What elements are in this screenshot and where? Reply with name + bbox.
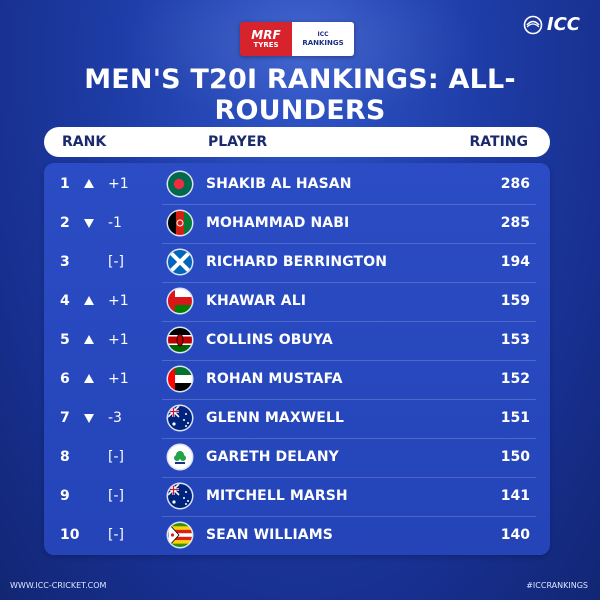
rating-value: 194 xyxy=(500,254,530,270)
table-row: 2 -1 MOHAMMAD NABI 285 xyxy=(44,204,550,243)
row-divider xyxy=(162,360,536,361)
table-row: 1 +1 SHAKIB AL HASAN 286 xyxy=(44,165,550,204)
rank-change: -1 xyxy=(108,215,122,231)
australia-flag-icon xyxy=(168,484,192,508)
rank-change: +1 xyxy=(108,332,129,348)
row-divider xyxy=(162,282,536,283)
rank-value: 7 xyxy=(60,410,70,426)
rank-change: [-] xyxy=(108,488,124,504)
page-title: MEN'S T20I RANKINGS: ALL-ROUNDERS xyxy=(84,64,516,126)
player-name: SHAKIB AL HASAN xyxy=(206,176,352,192)
rank-value: 5 xyxy=(60,332,70,348)
rating-value: 151 xyxy=(500,410,530,426)
rating-value: 285 xyxy=(500,215,530,231)
player-name: MITCHELL MARSH xyxy=(206,488,348,504)
website-url: WWW.ICC-CRICKET.COM xyxy=(10,581,107,590)
icc-rankings-badge: ICC RANKINGS xyxy=(292,22,354,56)
rank-value: 8 xyxy=(60,449,70,465)
row-divider xyxy=(162,438,536,439)
kenya-flag-icon xyxy=(168,328,192,352)
row-divider xyxy=(162,477,536,478)
uae-flag-icon xyxy=(168,367,192,391)
player-name: SEAN WILLIAMS xyxy=(206,527,333,543)
hashtag: #ICCRANKINGS xyxy=(526,581,588,590)
background-player-image xyxy=(120,0,480,120)
table-row: 9 [-] MITCHELL MARSH 141 xyxy=(44,477,550,516)
rank-change: -3 xyxy=(108,410,122,426)
row-divider xyxy=(162,399,536,400)
rating-value: 141 xyxy=(500,488,530,504)
rating-value: 153 xyxy=(500,332,530,348)
player-name: COLLINS OBUYA xyxy=(206,332,333,348)
mrf-tyres-logo: MRF TYRES xyxy=(240,22,292,56)
sponsor-icc-text: ICC xyxy=(317,30,329,38)
rank-value: 10 xyxy=(60,527,80,543)
rankings-table: 1 +1 SHAKIB AL HASAN 286 2 -1 MOHAMMAD NABI 285… xyxy=(44,163,550,555)
rating-value: 150 xyxy=(500,449,530,465)
header-player: PLAYER xyxy=(208,134,268,150)
table-header: RANK PLAYER RATING xyxy=(44,127,550,157)
rank-value: 2 xyxy=(60,215,70,231)
rank-change: [-] xyxy=(108,527,124,543)
bangladesh-flag-icon xyxy=(168,172,192,196)
sponsor-rankings-text: RANKINGS xyxy=(302,38,344,47)
sponsor-mrf-text: MRF xyxy=(251,28,281,42)
icc-swirl-icon xyxy=(523,15,543,34)
sponsor-logo: MRF TYRES ICC RANKINGS xyxy=(240,22,354,56)
row-divider xyxy=(162,321,536,322)
rank-change: [-] xyxy=(108,254,124,270)
table-row: 4 +1 KHAWAR ALI 159 xyxy=(44,282,550,321)
australia-flag-icon xyxy=(168,406,192,430)
rank-value: 1 xyxy=(60,176,70,192)
row-divider xyxy=(162,516,536,517)
table-row: 3 [-] RICHARD BERRINGTON 194 xyxy=(44,243,550,282)
arrow-up-icon xyxy=(84,179,94,188)
arrow-down-icon xyxy=(84,414,94,423)
afghanistan-flag-icon xyxy=(168,211,192,235)
rating-value: 286 xyxy=(500,176,530,192)
rank-change: +1 xyxy=(108,371,129,387)
arrow-up-icon xyxy=(84,374,94,383)
rank-value: 6 xyxy=(60,371,70,387)
rating-value: 159 xyxy=(500,293,530,309)
player-name: GARETH DELANY xyxy=(206,449,339,465)
table-row: 5 +1 COLLINS OBUYA 153 xyxy=(44,321,550,360)
oman-flag-icon xyxy=(168,289,192,313)
zimbabwe-flag-icon xyxy=(168,523,192,547)
rank-change: [-] xyxy=(108,449,124,465)
icc-logo-text: ICC xyxy=(546,14,580,35)
table-row: 6 +1 ROHAN MUSTAFA 152 xyxy=(44,360,550,399)
ireland-cricket-icon xyxy=(168,445,192,469)
header-rating: RATING xyxy=(469,134,529,150)
icc-logo: ICC xyxy=(523,14,580,35)
arrow-down-icon xyxy=(84,219,94,228)
table-row: 7 -3 GLENN MAXWELL 151 xyxy=(44,399,550,438)
player-name: GLENN MAXWELL xyxy=(206,410,344,426)
rank-value: 4 xyxy=(60,293,70,309)
player-name: RICHARD BERRINGTON xyxy=(206,254,388,270)
rank-change: +1 xyxy=(108,176,129,192)
header-rank: RANK xyxy=(62,134,107,150)
rank-value: 3 xyxy=(60,254,70,270)
sponsor-tyres-text: TYRES xyxy=(253,41,279,49)
arrow-up-icon xyxy=(84,296,94,305)
row-divider xyxy=(162,243,536,244)
rating-value: 152 xyxy=(500,371,530,387)
player-name: KHAWAR ALI xyxy=(206,293,307,309)
player-name: ROHAN MUSTAFA xyxy=(206,371,343,387)
table-row: 8 [-] GARETH DELANY 150 xyxy=(44,438,550,477)
player-name: MOHAMMAD NABI xyxy=(206,215,350,231)
arrow-up-icon xyxy=(84,335,94,344)
rank-change: +1 xyxy=(108,293,129,309)
table-row: 10 [-] SEAN WILLIAMS 140 xyxy=(44,516,550,555)
row-divider xyxy=(162,204,536,205)
rank-value: 9 xyxy=(60,488,70,504)
rating-value: 140 xyxy=(500,527,530,543)
scotland-flag-icon xyxy=(168,250,192,274)
